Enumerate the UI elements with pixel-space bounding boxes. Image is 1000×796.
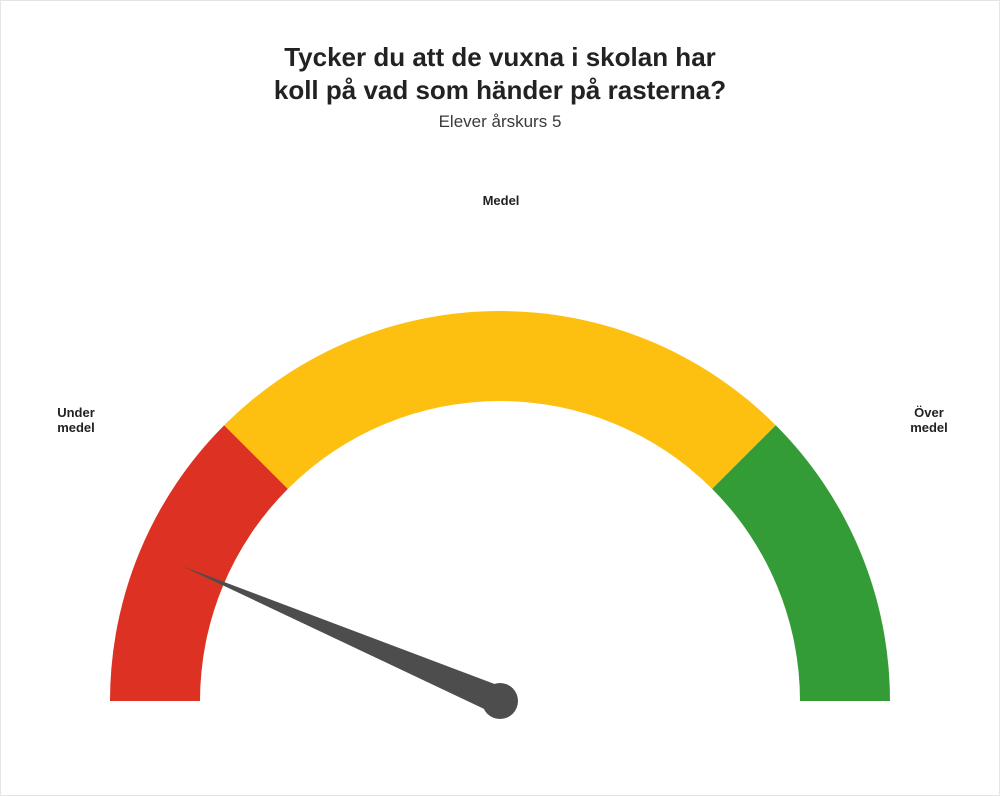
subtitle: Elever årskurs 5 bbox=[1, 112, 999, 132]
chart-frame: Tycker du att de vuxna i skolan har koll… bbox=[0, 0, 1000, 796]
gauge-hub bbox=[482, 683, 518, 719]
title-block: Tycker du att de vuxna i skolan har koll… bbox=[1, 41, 999, 132]
segment-label-medel: Medel bbox=[471, 194, 531, 209]
segment-label-under-medel: Undermedel bbox=[46, 406, 106, 436]
title-line-2: koll på vad som händer på rasterna? bbox=[1, 74, 999, 107]
gauge-segment-high bbox=[712, 425, 890, 701]
title-line-1: Tycker du att de vuxna i skolan har bbox=[1, 41, 999, 74]
segment-label-over-medel: Övermedel bbox=[899, 406, 959, 436]
gauge-needle bbox=[182, 566, 505, 714]
gauge-segment-mid bbox=[224, 311, 776, 489]
gauge-segment-low bbox=[110, 425, 288, 701]
gauge-chart bbox=[90, 301, 910, 771]
